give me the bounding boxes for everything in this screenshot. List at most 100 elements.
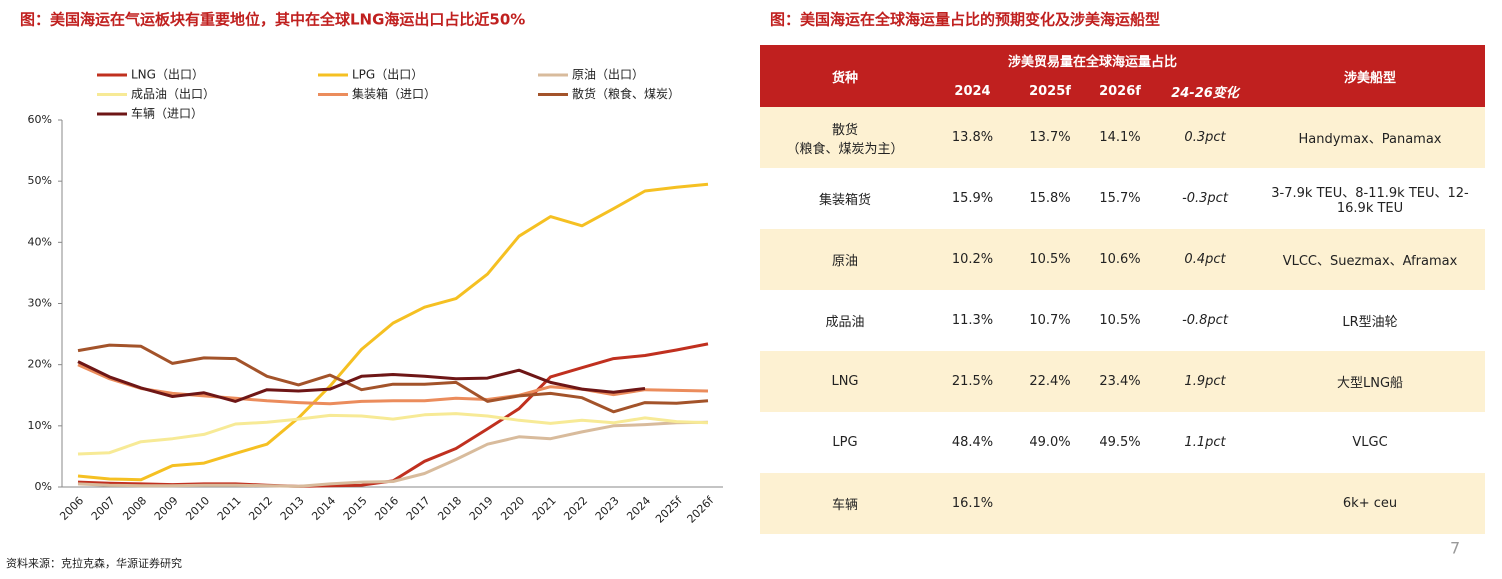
y-tick-label: 20%	[28, 358, 52, 371]
table-cell: 24-26变化	[1155, 76, 1256, 107]
y-tick-label: 10%	[28, 419, 52, 432]
table-cell: 车辆	[760, 473, 930, 534]
table-cell: 48.4%	[951, 435, 994, 450]
table-cell: 3-7.9k TEU、8-11.9k TEU、12-16.9k TEU	[1271, 185, 1469, 216]
x-tick-label: 2006	[57, 494, 86, 523]
x-tick-label: 2010	[183, 494, 212, 523]
table-cell: LNG	[760, 351, 930, 412]
table-cell: 10.5%	[1015, 229, 1085, 290]
table-cell: 涉美贸易量在全球海运量占比	[930, 45, 1256, 76]
table-cell: 1.9pct	[1155, 351, 1256, 412]
x-tick-label: 2014	[309, 494, 338, 523]
table-cell: 散货 （粮食、煤炭为主）	[760, 107, 930, 168]
table-row: 货种 涉美贸易量在全球海运量占比 涉美船型	[760, 45, 1486, 107]
table-cell: 0.3pct	[1155, 107, 1256, 168]
legend-label: LPG（出口）	[352, 68, 423, 82]
x-tick-label: 2019	[467, 494, 496, 523]
x-tick-label: 2017	[404, 494, 433, 523]
table-cell: 0.4pct	[1155, 229, 1256, 290]
table-cell: Handymax、Panamax	[1255, 107, 1486, 168]
legend-label: 集装箱（进口）	[352, 86, 436, 101]
table-cell: 涉美船型	[1255, 45, 1486, 107]
table-cell: 15.7%	[1099, 191, 1141, 206]
chart: 图：美国海运在气运板块有重要地位，其中在全球LNG海运出口占比近50% 资料来源…	[6, 11, 723, 570]
table-cell: 10.5%	[1099, 313, 1141, 328]
table-title: 图：美国海运在全球海运量占比的预期变化及涉美海运船型	[770, 11, 1160, 29]
line	[77, 420, 709, 488]
table-row: 原油 10.2% 10.5% 10.6% 0.4pct VLCC、Suezmax、Afra…	[760, 229, 1486, 290]
x-tick-label: 2012	[246, 494, 275, 523]
page-number-area: 7	[1450, 539, 1460, 558]
table-cell: 22.4%	[1015, 351, 1085, 412]
table-cell: 11.3%	[951, 313, 994, 328]
table-cell: LPG	[832, 435, 858, 450]
table-cell: 集装箱货	[818, 193, 871, 208]
table-cell: 2025f	[1015, 76, 1085, 107]
table-cell: 货种	[760, 45, 930, 107]
table-cell: -0.8pct	[1182, 313, 1228, 328]
table-cell: 49.0%	[1029, 435, 1071, 450]
x-tick-label: 2025f	[653, 493, 686, 526]
x-tick-label: 2013	[278, 494, 307, 523]
table-cell: 10.7%	[1029, 313, 1071, 328]
y-tick-label: 0%	[35, 480, 52, 493]
table-cell: 1.1pct	[1184, 435, 1226, 450]
line	[77, 343, 709, 414]
table-cell: 2026f	[1085, 76, 1155, 107]
table-cell: 23.4%	[1085, 351, 1155, 412]
x-tick-label: 2007	[89, 494, 118, 523]
legend-label: 散货（粮食、煤炭）	[572, 86, 680, 101]
table-row: 成品油 11.3% 10.7% 10.5% -0.8pct LR型油轮	[760, 290, 1485, 351]
table-row: 车辆 16.1% 6k+ ceu	[760, 473, 1486, 534]
x-tick-label: 2016	[372, 494, 401, 523]
table-cell: 15.8%	[1029, 191, 1071, 206]
y-tick-label: 60%	[28, 113, 52, 126]
table: 货种 涉美贸易量在全球海运量占比 涉美船型 2024 2025f 2026f 24-26变化…	[760, 45, 1486, 534]
table-cell: 13.7%	[1015, 107, 1085, 168]
x-tick-label: 2018	[435, 494, 464, 523]
y-tick-label: 30%	[28, 297, 52, 310]
source: 资料来源：克拉克森，华源证券研究	[6, 556, 182, 570]
table-cell: -0.3pct	[1182, 191, 1228, 206]
legend-label: 车辆（进口）	[131, 106, 203, 121]
page-number: 7	[1450, 539, 1460, 558]
chart-title: 图：美国海运在气运板块有重要地位，其中在全球LNG海运出口占比近50%	[20, 11, 525, 29]
table-row: LPG 48.4% 49.0% 49.5% 1.1pct VLGC	[760, 412, 1485, 473]
table-cell: 6k+ ceu	[1255, 473, 1486, 534]
y-tick-label: 40%	[28, 235, 52, 248]
table-row: 散货 （粮食、煤炭为主） 13.8% 13.7% 14.1% 0.3pct Handyma…	[760, 107, 1486, 168]
table-row: 集装箱货 15.9% 15.8% 15.7% -0.3pct 3-7.9k TEU、8-1…	[760, 168, 1485, 229]
x-tick-label: 2021	[530, 494, 559, 523]
x-tick-label: 2008	[120, 494, 149, 523]
table-cell: 原油	[760, 229, 930, 290]
x-tick-label: 2009	[152, 494, 181, 523]
table-cell: 10.6%	[1085, 229, 1155, 290]
table-cell: 16.1%	[930, 473, 1015, 534]
table-cell: LR型油轮	[1342, 315, 1398, 330]
table-cell: 2024	[930, 76, 1015, 107]
legend-label: 成品油（出口）	[131, 87, 215, 101]
x-tick-label: 2022	[561, 494, 590, 523]
table-cell	[1155, 473, 1256, 534]
table-cell: 49.5%	[1099, 435, 1141, 450]
x-tick-label: 2020	[498, 494, 527, 523]
x-tick-label: 2024	[624, 494, 653, 523]
x-tick-label: 2011	[215, 494, 244, 523]
table-cell: VLGC	[1352, 435, 1388, 450]
table-cell	[1085, 473, 1155, 534]
table-cell: 大型LNG船	[1255, 351, 1486, 412]
table-cell	[1015, 473, 1085, 534]
table-cell: 成品油	[825, 315, 865, 330]
x-tick-label: 2015	[341, 494, 370, 523]
line	[77, 412, 709, 456]
line	[77, 182, 709, 482]
table-cell: VLCC、Suezmax、Aframax	[1255, 229, 1486, 290]
legend-label: LNG（出口）	[131, 68, 204, 82]
line	[77, 360, 646, 403]
x-tick-label: 2023	[593, 494, 622, 523]
table-cell: 21.5%	[930, 351, 1015, 412]
legend-label: 原油（出口）	[572, 68, 644, 82]
table-cell: 15.9%	[951, 191, 994, 206]
table-title-area: 图：美国海运在全球海运量占比的预期变化及涉美海运船型	[770, 11, 1160, 29]
